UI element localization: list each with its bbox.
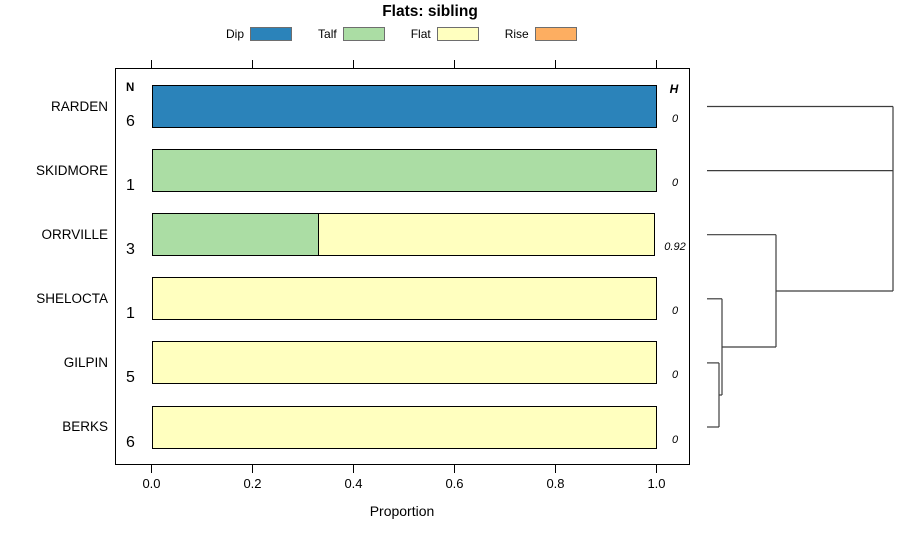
h-column-header: H xyxy=(669,82,679,96)
bar-segment-flat xyxy=(151,405,657,449)
x-tick-label: 1.0 xyxy=(647,476,666,491)
x-tick-label: 0.6 xyxy=(445,476,464,491)
chart-title: Flats: sibling xyxy=(382,3,478,20)
legend-item-flat: Flat xyxy=(410,26,479,41)
legend-item-talf: Talf xyxy=(318,26,385,41)
x-tick-label: 0.4 xyxy=(344,476,363,491)
h-value: 0 xyxy=(671,433,679,446)
bar-segment-talf xyxy=(151,149,657,193)
x-axis-tick-top xyxy=(655,60,658,68)
h-value: 0 xyxy=(671,369,679,382)
x-tick-label: 0.2 xyxy=(243,476,262,491)
bar-shelocta xyxy=(151,277,657,321)
legend-item-rise: Rise xyxy=(504,26,577,41)
n-column-header: N xyxy=(126,82,135,94)
x-axis-tick-bottom xyxy=(150,465,153,473)
bar-segment-dip xyxy=(151,85,657,128)
row-label-orrville: ORRVILLE xyxy=(41,226,108,242)
row-label-rarden: RARDEN xyxy=(50,98,108,114)
x-axis-tick-top xyxy=(150,60,153,68)
n-value: 3 xyxy=(126,241,135,259)
row-label-shelocta: SHELOCTA xyxy=(36,290,108,306)
bar-segment-talf xyxy=(151,213,320,257)
x-axis-tick-bottom xyxy=(251,465,254,473)
row-label-berks: BERKS xyxy=(62,419,108,434)
bar-berks xyxy=(151,405,657,449)
legend-item-dip: Dip xyxy=(226,26,293,41)
bar-skidmore xyxy=(151,149,657,193)
bar-segment-flat xyxy=(318,213,655,257)
x-tick-label: 0.0 xyxy=(142,476,161,491)
h-value: 0 xyxy=(671,113,679,125)
row-label-skidmore: SKIDMORE xyxy=(35,162,108,178)
h-value: 0 xyxy=(671,305,679,318)
x-axis-tick-top xyxy=(554,60,557,68)
x-axis-tick-top xyxy=(251,60,254,68)
h-value: 0 xyxy=(671,177,679,190)
x-axis-tick-bottom xyxy=(352,465,355,473)
h-value: 0.92 xyxy=(664,241,686,254)
n-value: 6 xyxy=(126,113,135,130)
legend-label: Talf xyxy=(318,26,337,41)
x-axis-tick-top xyxy=(352,60,355,68)
bar-segment-flat xyxy=(151,341,657,385)
n-value: 6 xyxy=(126,433,135,451)
legend-label: Rise xyxy=(504,26,529,41)
x-axis-tick-bottom xyxy=(655,465,658,473)
x-axis-label: Proportion xyxy=(369,503,435,519)
plot-box xyxy=(115,68,690,465)
bar-segment-flat xyxy=(151,277,657,321)
legend-swatch xyxy=(436,26,479,41)
legend-swatch xyxy=(250,26,293,41)
x-axis-tick-bottom xyxy=(554,465,557,473)
x-axis-tick-top xyxy=(453,60,456,68)
x-axis-tick-bottom xyxy=(453,465,456,473)
row-label-gilpin: GILPIN xyxy=(63,354,108,370)
n-value: 1 xyxy=(126,305,135,323)
n-value: 1 xyxy=(126,177,135,195)
legend-swatch xyxy=(534,26,577,41)
legend-swatch xyxy=(342,26,385,41)
bar-orrville xyxy=(151,213,655,257)
bar-gilpin xyxy=(151,341,657,385)
legend-label: Dip xyxy=(226,26,245,41)
bar-rarden xyxy=(151,85,657,128)
legend-label: Flat xyxy=(410,26,431,41)
legend: Dip Talf Flat Rise xyxy=(226,25,577,42)
n-value: 5 xyxy=(126,369,135,387)
x-tick-label: 0.8 xyxy=(546,476,565,491)
